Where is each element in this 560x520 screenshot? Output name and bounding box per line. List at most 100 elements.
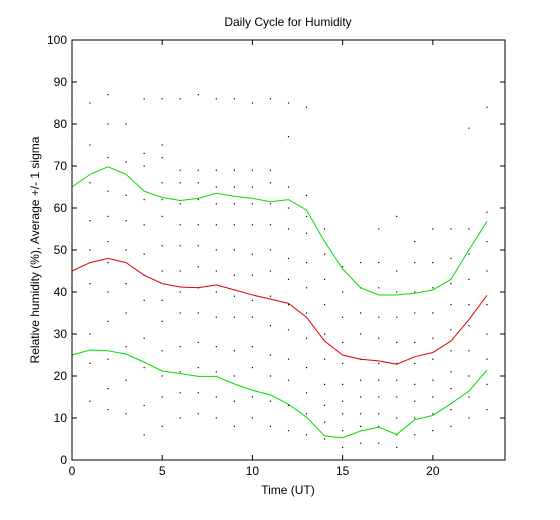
scatter-point bbox=[197, 413, 199, 415]
chart-title: Daily Cycle for Humidity bbox=[224, 15, 351, 29]
scatter-point bbox=[287, 358, 290, 360]
scatter-point bbox=[233, 350, 235, 352]
scatter-point bbox=[450, 257, 452, 259]
scatter-point bbox=[305, 215, 308, 217]
scatter-point bbox=[342, 430, 344, 432]
scatter-point bbox=[323, 228, 326, 230]
scatter-point bbox=[468, 325, 470, 327]
scatter-point bbox=[125, 413, 127, 415]
scatter-point bbox=[414, 262, 416, 264]
scatter-point bbox=[179, 182, 181, 184]
scatter-point bbox=[215, 224, 217, 226]
scatter-point bbox=[89, 283, 91, 285]
scatter-point bbox=[378, 442, 380, 444]
y-tick-label: 20 bbox=[54, 369, 68, 383]
scatter-point bbox=[378, 287, 380, 289]
scatter-point bbox=[197, 199, 199, 201]
scatter-point bbox=[197, 392, 199, 394]
scatter-point bbox=[107, 215, 109, 217]
scatter-point bbox=[342, 362, 344, 364]
scatter-point bbox=[432, 358, 434, 360]
scatter-point bbox=[486, 383, 488, 385]
scatter-point bbox=[251, 299, 254, 301]
ticks-layer: 0 5 10 15 20 0 10 20 30 40 50 60 70 80 90 100 bbox=[47, 33, 505, 478]
scatter-point bbox=[396, 417, 398, 419]
scatter-point bbox=[342, 383, 344, 385]
scatter-point bbox=[342, 266, 344, 268]
scatter-point bbox=[233, 400, 235, 402]
scatter-points-layer bbox=[71, 94, 488, 448]
scatter-point bbox=[107, 241, 109, 243]
scatter-point bbox=[143, 299, 145, 301]
scatter-point bbox=[161, 320, 163, 322]
scatter-point bbox=[323, 278, 326, 280]
scatter-point bbox=[305, 392, 308, 394]
scatter-point bbox=[197, 169, 199, 171]
scatter-point bbox=[360, 413, 362, 415]
scatter-point bbox=[287, 207, 290, 209]
scatter-point bbox=[125, 249, 127, 251]
scatter-point bbox=[305, 367, 308, 369]
scatter-point bbox=[486, 211, 488, 213]
scatter-point bbox=[378, 396, 380, 398]
scatter-point bbox=[107, 157, 109, 159]
scatter-point bbox=[251, 253, 254, 255]
scatter-point bbox=[161, 375, 163, 377]
scatter-point bbox=[414, 434, 416, 436]
scatter-point bbox=[323, 253, 326, 255]
scatter-point bbox=[287, 136, 290, 138]
scatter-point bbox=[396, 215, 398, 217]
scatter-point bbox=[342, 413, 344, 415]
scatter-point bbox=[269, 98, 272, 100]
scatter-point bbox=[107, 94, 109, 96]
y-tick-label: 100 bbox=[47, 33, 67, 47]
scatter-point bbox=[161, 215, 163, 217]
scatter-point bbox=[450, 304, 452, 306]
lower-sigma-line bbox=[71, 349, 488, 439]
scatter-point bbox=[486, 409, 488, 411]
scatter-point bbox=[233, 169, 235, 171]
scatter-point bbox=[305, 262, 308, 264]
scatter-point bbox=[486, 270, 488, 272]
scatter-point bbox=[107, 291, 109, 293]
scatter-point bbox=[89, 220, 91, 222]
scatter-point bbox=[161, 245, 163, 247]
scatter-point bbox=[251, 316, 254, 318]
scatter-point bbox=[269, 375, 272, 377]
scatter-point bbox=[396, 316, 398, 318]
x-tick-label: 10 bbox=[246, 464, 260, 478]
scatter-point bbox=[179, 371, 181, 373]
scatter-point bbox=[342, 316, 344, 318]
scatter-point bbox=[269, 400, 272, 402]
scatter-point bbox=[89, 249, 91, 251]
scatter-point bbox=[107, 409, 109, 411]
scatter-point bbox=[450, 228, 452, 230]
scatter-point bbox=[269, 354, 272, 356]
scatter-point bbox=[215, 371, 217, 373]
scatter-point bbox=[305, 106, 308, 108]
scatter-point bbox=[287, 404, 290, 406]
x-tick-label: 5 bbox=[159, 464, 166, 478]
scatter-point bbox=[450, 283, 452, 285]
scatter-point bbox=[161, 199, 163, 201]
scatter-point bbox=[143, 199, 145, 201]
scatter-point bbox=[161, 157, 163, 159]
scatter-point bbox=[179, 417, 181, 419]
scatter-point bbox=[468, 375, 470, 377]
scatter-point bbox=[396, 396, 398, 398]
y-axis-label: Relative humidity (%), Average +/- 1 sig… bbox=[28, 136, 42, 363]
scatter-point bbox=[161, 144, 163, 146]
scatter-point bbox=[360, 262, 362, 264]
scatter-point bbox=[215, 316, 217, 318]
scatter-point bbox=[179, 291, 181, 293]
scatter-point bbox=[233, 295, 235, 297]
scatter-point bbox=[251, 396, 254, 398]
scatter-point bbox=[125, 346, 127, 348]
scatter-point bbox=[251, 417, 254, 419]
scatter-point bbox=[323, 333, 326, 335]
scatter-point bbox=[432, 262, 434, 264]
scatter-point bbox=[143, 152, 145, 154]
scatter-point bbox=[269, 325, 272, 327]
scatter-point bbox=[323, 421, 326, 423]
